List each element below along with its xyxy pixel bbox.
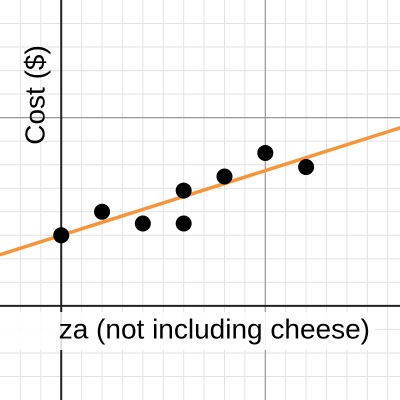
- y-axis-label: Cost ($): [19, 45, 50, 145]
- data-point: [175, 215, 192, 232]
- data-point: [298, 159, 315, 176]
- label-backdrop: [0, 312, 375, 350]
- x-axis-label: za (not including cheese): [59, 313, 370, 344]
- data-point: [134, 215, 151, 232]
- data-point: [257, 144, 274, 161]
- data-point: [53, 227, 70, 244]
- marks: [0, 126, 400, 257]
- data-point: [94, 203, 111, 220]
- data-point: [216, 168, 233, 185]
- data-point: [175, 182, 192, 199]
